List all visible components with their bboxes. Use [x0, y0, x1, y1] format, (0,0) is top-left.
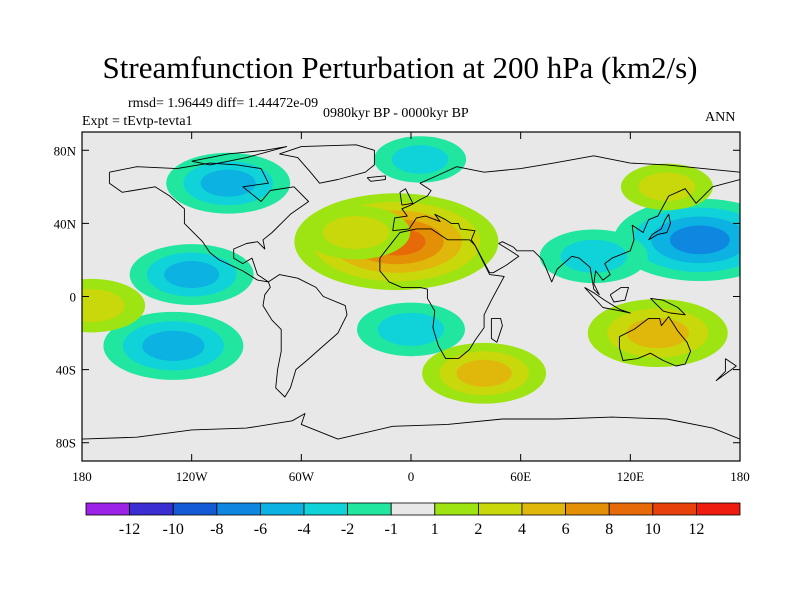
lon-tick-label: 120W	[176, 469, 209, 484]
coastline-australia	[618, 316, 692, 367]
coastline-antarctica	[82, 413, 740, 440]
field-feature-asia-negative-band	[539, 229, 648, 284]
colorbar-swatch	[129, 502, 174, 516]
lat-tick-label: 40S	[56, 363, 76, 378]
colorbar-label: -2	[341, 521, 354, 538]
experiment-label: Expt = tEvtp-tevta1	[82, 114, 193, 129]
colorbar-swatch	[696, 502, 741, 516]
colorbar-label: 10	[645, 521, 661, 538]
lon-tick-label: 0	[408, 469, 415, 484]
rmsd-diff-label: rmsd= 1.96449 diff= 1.44472e-09	[128, 96, 319, 111]
field-feature-east-pacific-positive	[82, 278, 146, 333]
axis-ticks: 80N 40N 0 40S 80S 180 120W 60W 0 60E 120E 180	[54, 132, 750, 484]
coastline-eurasia	[392, 155, 740, 296]
colorbar-label: -12	[119, 521, 140, 538]
contour-field	[82, 132, 740, 461]
field-feature-atlantic-positive-band	[302, 205, 411, 260]
coastline-new-zealand	[715, 358, 737, 382]
colorbar-swatch	[521, 502, 566, 516]
field-feature-arctic-negative	[374, 136, 467, 183]
field-feature-north-pacific-positive	[620, 163, 713, 211]
colorbar-label: -6	[254, 521, 267, 538]
coastline-madagascar	[490, 317, 503, 343]
colorbar-label: 2	[474, 521, 482, 538]
colorbar-label: -8	[210, 521, 223, 538]
lon-tick-label: 180	[72, 469, 92, 484]
lat-tick-label: 0	[70, 290, 77, 305]
coastline-south-america	[262, 274, 348, 398]
colorbar-swatch	[477, 502, 523, 516]
coastline-uk	[399, 188, 414, 206]
coastline-new-guinea	[650, 297, 686, 316]
colorbar-swatch	[259, 502, 305, 516]
period-label: 0980kyr BP - 0000kyr BP	[323, 106, 469, 121]
colorbar-label: 4	[518, 521, 526, 538]
coastlines	[82, 144, 740, 440]
field-feature-southern-ocean-positive	[422, 342, 547, 404]
colorbar-swatch	[565, 502, 610, 516]
field-feature-east-pacific-negative	[129, 244, 254, 305]
colorbar-swatch	[390, 502, 436, 516]
coastline-iceland	[366, 175, 386, 182]
coastline-indonesia	[584, 287, 631, 314]
colorbar: -12 -10 -8 -6 -4 -2 -1 1 2 4 6 8 10 12	[85, 502, 741, 538]
lat-tick-label: 40N	[54, 216, 77, 231]
field-feature-south-pacific-min	[103, 311, 244, 380]
colorbar-swatch	[85, 502, 130, 516]
colorbar-swatch	[652, 502, 697, 516]
colorbar-label: 6	[562, 521, 570, 538]
field-feature-south-atlantic-negative	[357, 302, 465, 357]
colorbar-label: -10	[163, 521, 184, 538]
colorbar-label: 8	[605, 521, 613, 538]
colorbar-swatch	[434, 502, 479, 516]
colorbar-label: 12	[688, 521, 704, 538]
colorbar-label: -1	[385, 521, 398, 538]
colorbar-swatch	[303, 502, 348, 516]
coastline-borneo	[609, 286, 629, 303]
colorbar-swatch	[216, 502, 261, 516]
colorbar-label: 1	[431, 521, 439, 538]
lat-tick-label: 80N	[54, 143, 77, 158]
lat-tick-label: 80S	[56, 436, 76, 451]
field-feature-australia-max	[587, 299, 728, 368]
coastline-arctic-islands	[191, 146, 288, 166]
colorbar-swatch	[608, 502, 654, 516]
lon-tick-label: 120E	[617, 469, 645, 484]
page-title: Streamfunction Perturbation at 200 hPa (…	[102, 50, 698, 85]
colorbar-label: -4	[297, 521, 310, 538]
colorbar-swatch	[347, 502, 392, 516]
field-feature-north-america-min	[166, 152, 291, 214]
lon-tick-label: 60W	[289, 469, 315, 484]
field-feature-west-pacific-min	[613, 198, 740, 282]
coastline-japan	[648, 213, 671, 241]
coastline-north-america	[108, 162, 310, 283]
lon-tick-label: 180	[730, 469, 750, 484]
season-label: ANN	[705, 110, 736, 125]
coastline-greenland	[279, 144, 375, 184]
colorbar-swatch	[172, 502, 218, 516]
coastline-africa	[379, 228, 505, 360]
lon-tick-label: 60E	[510, 469, 531, 484]
